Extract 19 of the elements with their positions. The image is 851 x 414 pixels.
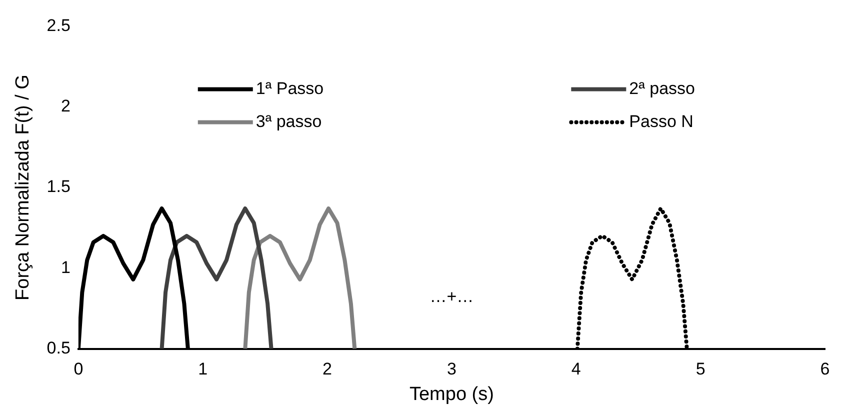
x-tick-label: 1 xyxy=(198,360,208,379)
x-tick-label: 0 xyxy=(74,360,84,379)
y-tick-label: 2 xyxy=(60,96,70,116)
y-tick-label: 1.5 xyxy=(46,177,70,196)
y-tick-label: 0.5 xyxy=(46,338,70,358)
annotation: …+… xyxy=(430,286,474,306)
legend-label: Passo N xyxy=(629,112,694,131)
x-tick-label: 5 xyxy=(696,360,706,379)
x-tick-label: 4 xyxy=(571,360,581,379)
y-axis-title: Força Normalizada F(t) / G xyxy=(12,74,34,300)
x-axis-title: Tempo (s) xyxy=(409,384,494,405)
x-tick-label: 3 xyxy=(446,360,456,379)
x-tick-label: 2 xyxy=(322,360,332,379)
legend-label: 2ª passo xyxy=(629,78,696,98)
legend-label: 1ª Passo xyxy=(256,78,324,98)
legend-label: 3ª passo xyxy=(256,112,322,131)
y-tick-label: 2.5 xyxy=(46,16,70,35)
y-tick-label: 1 xyxy=(60,258,70,277)
x-tick-label: 6 xyxy=(820,360,830,379)
